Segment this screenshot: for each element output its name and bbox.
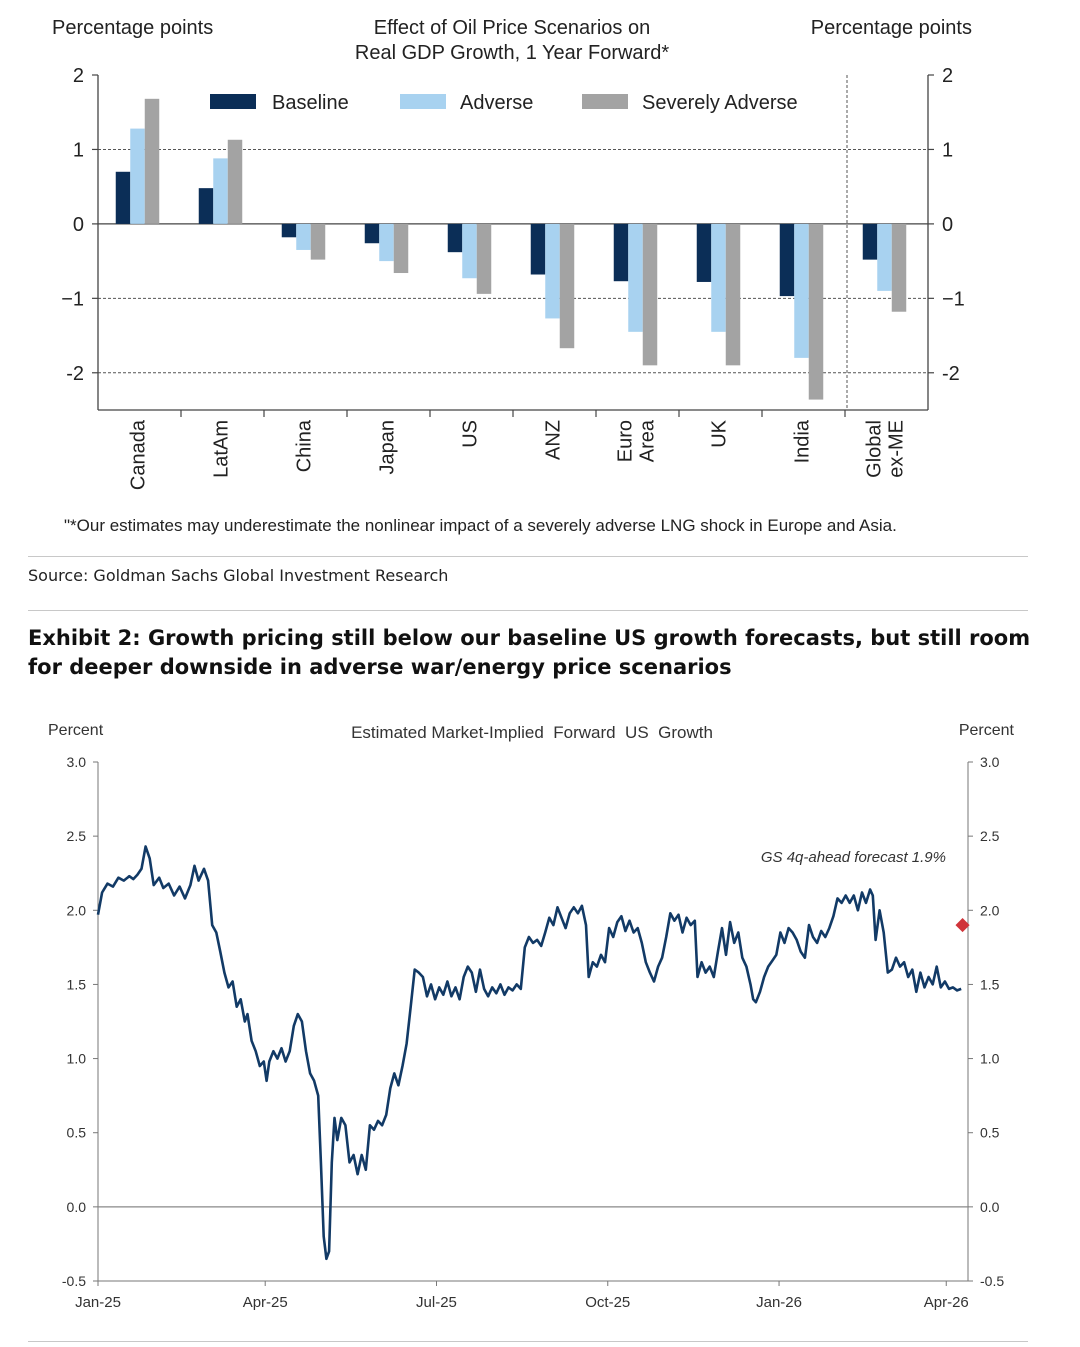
bar-adverse <box>545 223 560 319</box>
legend-label-adverse: Adverse <box>460 92 533 114</box>
bar-plot-area: 2 2 1 1 0 0 −1 −1 -2 -2 Canada LatAm China Japan US ANZ… <box>61 65 965 490</box>
line-x-tick-label: Apr-26 <box>924 1294 969 1311</box>
line-left-tick-label: 2.0 <box>67 902 87 918</box>
bar-right-tick-label: −1 <box>942 288 965 310</box>
line-x-tick-label: Oct-25 <box>585 1294 630 1311</box>
legend-label-severe: Severely Adverse <box>642 92 798 114</box>
bar-category-label: Japan <box>377 420 399 475</box>
bar-severely-adverse <box>393 223 409 274</box>
bar-baseline <box>198 188 214 224</box>
bar-left-axis-title: Percentage points <box>52 17 213 39</box>
line-left-tick-label: 1.0 <box>67 1051 87 1067</box>
line-right-tick-label: 1.0 <box>980 1051 1000 1067</box>
bar-severely-adverse <box>559 223 575 349</box>
bar-baseline <box>696 223 712 282</box>
line-right-tick-label: -0.5 <box>980 1273 1004 1289</box>
line-chart: Percent Estimated Market-Implied Forward… <box>48 722 1015 1311</box>
bar-left-tick-label: 1 <box>73 139 84 161</box>
line-left-tick-label: 1.5 <box>67 976 87 992</box>
bar-severely-adverse <box>144 98 160 224</box>
bar-baseline <box>530 223 546 275</box>
line-x-tick-label: Apr-25 <box>243 1294 288 1311</box>
bar-severely-adverse <box>476 223 492 294</box>
line-left-axis-title: Percent <box>48 722 104 739</box>
bar-chart: Percentage points Effect of Oil Price Sc… <box>52 17 972 535</box>
bar-left-tick-label: −1 <box>61 288 84 310</box>
line-right-tick-label: 2.5 <box>980 828 1000 844</box>
line-right-axis-title: Percent <box>959 722 1015 739</box>
bar-severely-adverse <box>227 139 243 224</box>
legend-swatch-baseline <box>210 94 256 109</box>
bar-adverse <box>130 128 145 224</box>
bar-chart-footnote: "*Our estimates may underestimate the no… <box>64 516 897 535</box>
bar-right-tick-label: 0 <box>942 214 953 236</box>
line-left-tick-label: -0.5 <box>62 1273 86 1289</box>
forecast-annotation: GS 4q-ahead forecast 1.9% <box>761 849 946 866</box>
line-right-tick-label: 2.0 <box>980 902 1000 918</box>
divider-top <box>28 556 1028 557</box>
bar-adverse <box>628 223 643 332</box>
bar-severely-adverse <box>725 223 741 366</box>
bar-adverse <box>711 223 726 332</box>
exhibit-title: Exhibit 2: Growth pricing still below ou… <box>28 626 1031 679</box>
line-right-tick-label: 0.0 <box>980 1199 1000 1215</box>
legend-label-baseline: Baseline <box>272 92 349 114</box>
bar-chart-title-line1: Effect of Oil Price Scenarios on <box>374 17 650 39</box>
bar-category-label: EuroArea <box>615 419 659 462</box>
bar-adverse <box>877 223 892 291</box>
bar-severely-adverse <box>808 223 824 400</box>
bar-right-tick-label: -2 <box>942 363 960 385</box>
bar-baseline <box>447 223 463 253</box>
line-x-tick-label: Jul-25 <box>416 1294 457 1311</box>
line-right-tick-label: 3.0 <box>980 754 1000 770</box>
line-x-tick-label: Jan-26 <box>756 1294 802 1311</box>
bar-baseline <box>364 223 380 244</box>
legend-swatch-severe <box>582 94 628 109</box>
line-plot-area: 3.0 3.0 2.5 2.5 2.0 2.0 1.5 1.5 1.0 1.0 0.5 0.5 0.0 0… <box>62 754 1004 1311</box>
bar-category-label: UK <box>709 419 731 447</box>
bar-adverse <box>379 223 394 262</box>
line-left-tick-label: 3.0 <box>67 754 87 770</box>
line-chart-title: Estimated Market-Implied Forward US Grow… <box>351 723 713 742</box>
bar-right-axis-title: Percentage points <box>811 17 972 39</box>
bar-right-tick-label: 1 <box>942 139 953 161</box>
bar-adverse <box>462 223 477 279</box>
bar-legend: Baseline Adverse Severely Adverse <box>210 92 798 114</box>
bar-chart-title-line2: Real GDP Growth, 1 Year Forward* <box>355 42 669 64</box>
bar-baseline <box>779 223 795 297</box>
line-left-tick-label: 0.5 <box>67 1125 87 1141</box>
bar-category-label: LatAm <box>211 420 233 478</box>
bar-category-label: ANZ <box>543 420 565 460</box>
bar-category-label: China <box>294 419 316 472</box>
source-note: Source: Goldman Sachs Global Investment … <box>28 566 449 585</box>
bar-severely-adverse <box>310 223 326 260</box>
bar-adverse <box>794 223 809 358</box>
bar-category-label: US <box>460 420 482 448</box>
bar-severely-adverse <box>642 223 658 366</box>
forecast-marker <box>955 918 970 933</box>
divider-middle <box>28 610 1028 611</box>
bar-right-tick-label: 2 <box>942 65 953 87</box>
bar-adverse <box>213 158 228 224</box>
divider-bottom <box>28 1341 1028 1342</box>
bar-adverse <box>296 223 311 250</box>
growth-series-line <box>96 845 962 1261</box>
bar-category-label: India <box>792 419 814 463</box>
bar-baseline <box>115 171 131 224</box>
bar-left-tick-label: -2 <box>66 363 84 385</box>
line-left-tick-label: 0.0 <box>67 1199 87 1215</box>
bar-left-tick-label: 0 <box>73 214 84 236</box>
bar-baseline <box>613 223 629 282</box>
line-right-tick-label: 0.5 <box>980 1125 1000 1141</box>
bar-baseline <box>862 223 878 260</box>
line-x-tick-label: Jan-25 <box>75 1294 121 1311</box>
bar-category-label: Globalex-ME <box>864 420 908 478</box>
bar-left-tick-label: 2 <box>73 65 84 87</box>
line-left-tick-label: 2.5 <box>67 828 87 844</box>
bar-severely-adverse <box>891 223 907 312</box>
bar-category-label: Canada <box>128 419 150 490</box>
bar-baseline <box>281 223 297 238</box>
legend-swatch-adverse <box>400 94 446 109</box>
line-right-tick-label: 1.5 <box>980 976 1000 992</box>
